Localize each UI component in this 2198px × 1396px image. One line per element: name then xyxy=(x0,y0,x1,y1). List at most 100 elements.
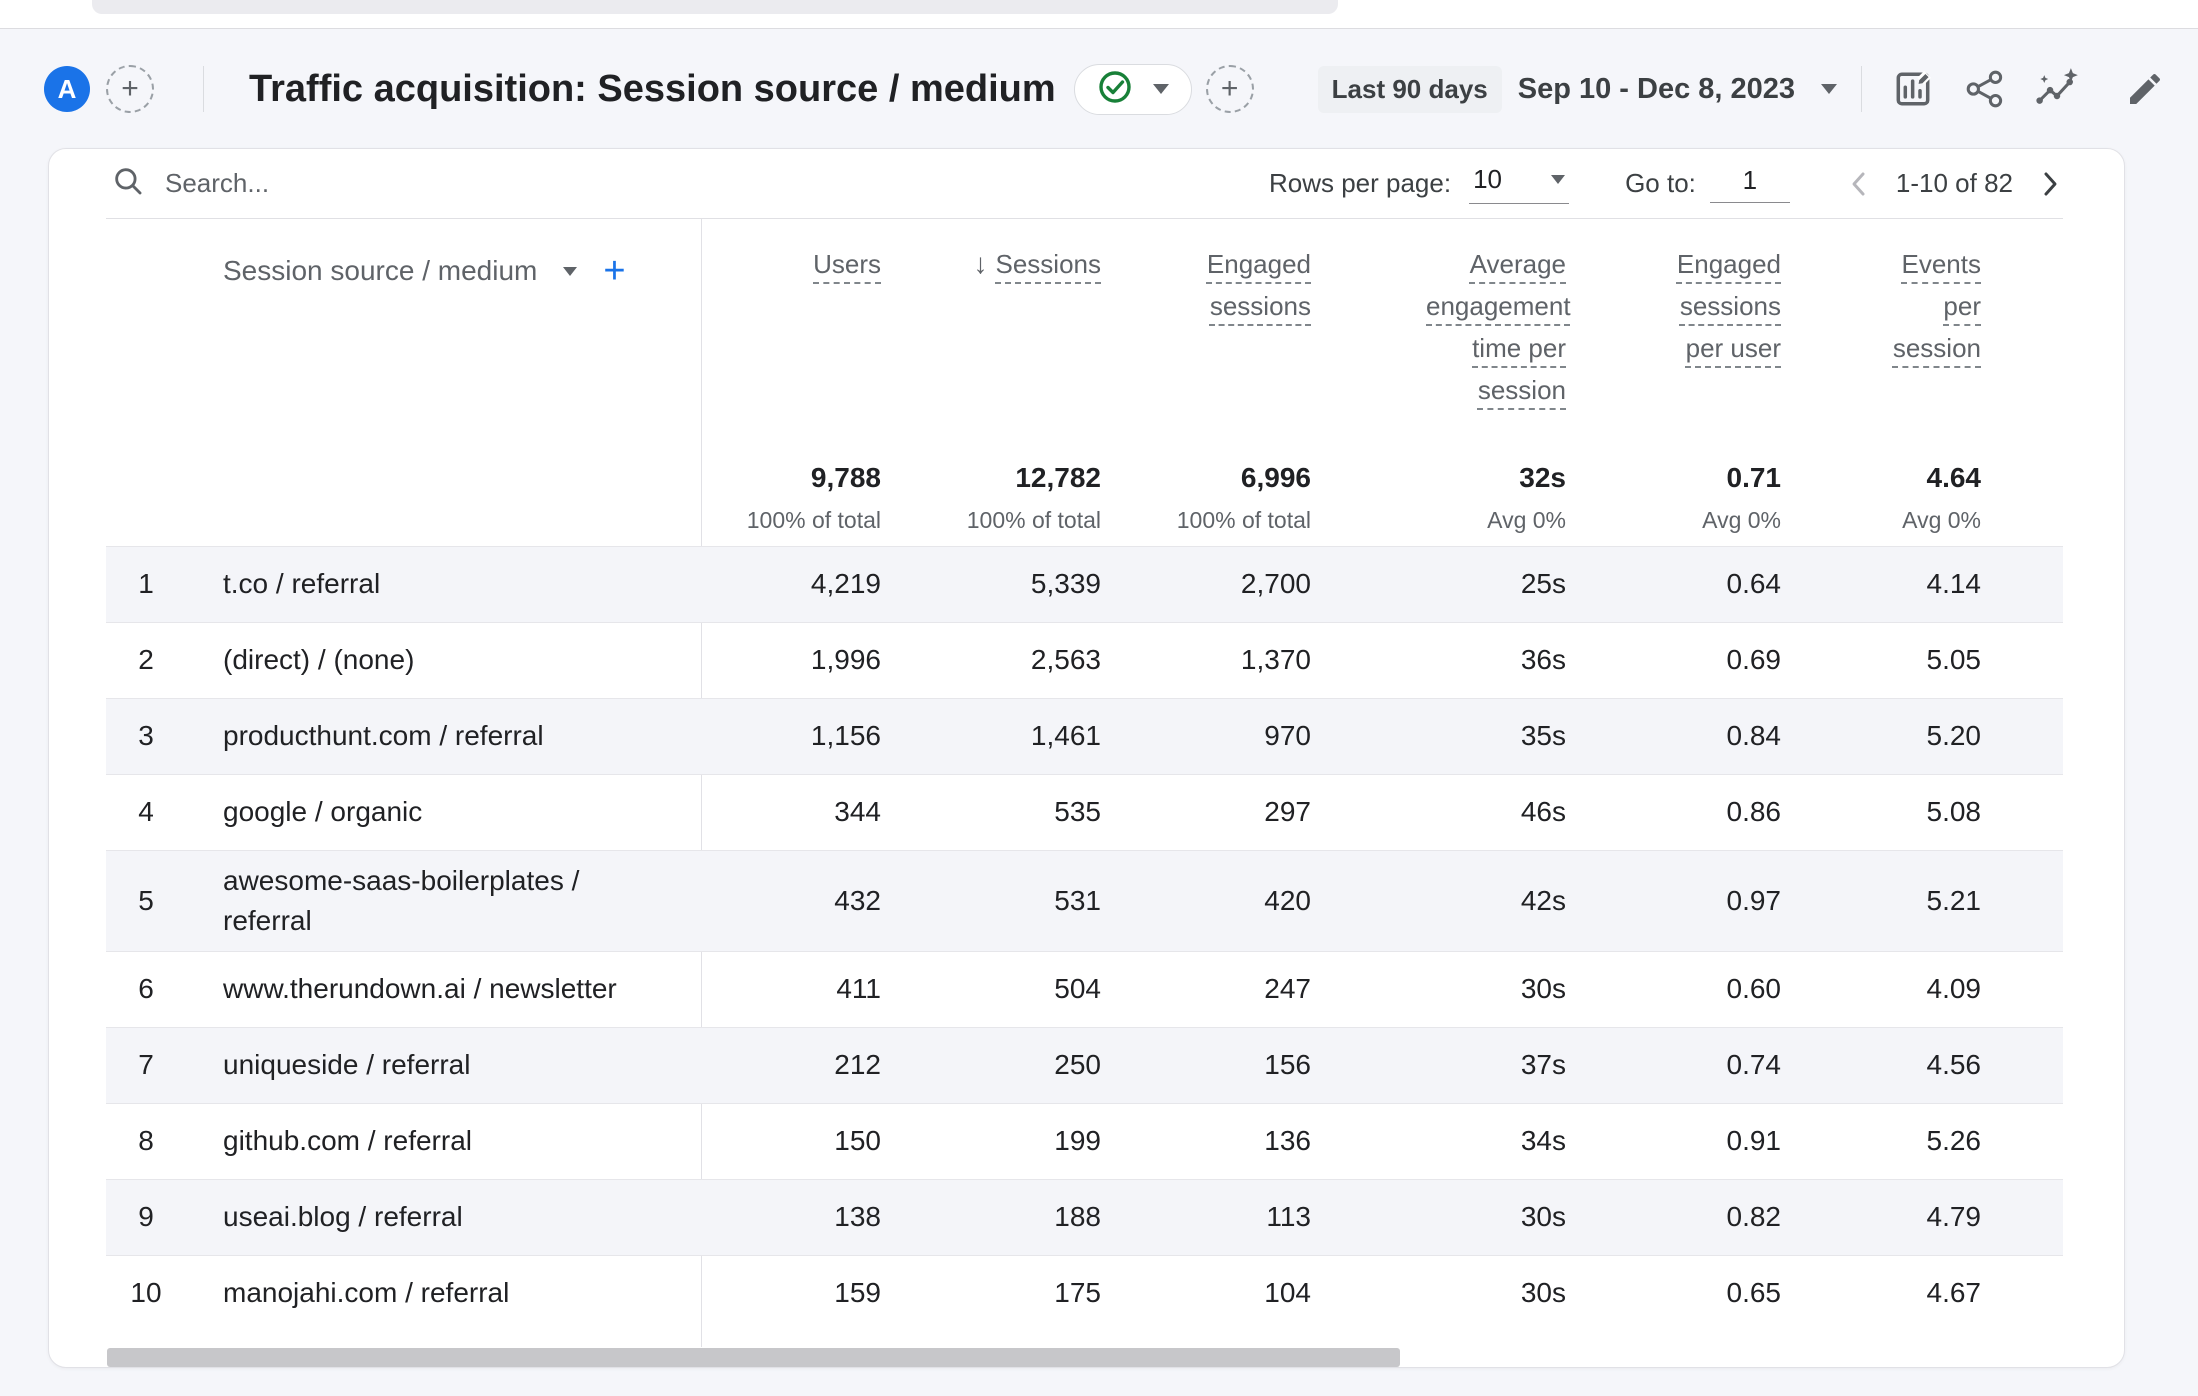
edit-button[interactable] xyxy=(2124,68,2166,110)
cell-users: 432 xyxy=(834,884,881,916)
column-header-sessions[interactable]: ↓ Sessions xyxy=(901,219,1121,449)
cell-engaged-sessions: 247 xyxy=(1264,973,1311,1004)
customize-report-icon xyxy=(1892,68,1934,110)
go-to-page-input[interactable] xyxy=(1709,164,1790,203)
table-row[interactable]: 9 useai.blog / referral 138 188 113 30s … xyxy=(106,1179,2063,1255)
column-header-users[interactable]: Users xyxy=(701,219,901,449)
table-row[interactable]: 1 t.co / referral 4,219 5,339 2,700 25s … xyxy=(106,546,2063,622)
avatar[interactable]: A xyxy=(44,66,90,112)
column-header-events-per-session[interactable]: Events per session xyxy=(1801,219,2063,449)
row-source-medium: useai.blog / referral xyxy=(223,1201,463,1232)
chevron-down-icon[interactable] xyxy=(563,266,578,276)
row-source-medium: t.co / referral xyxy=(223,568,381,599)
previous-page-button[interactable] xyxy=(1846,167,1872,201)
add-comparison-button[interactable]: + xyxy=(106,65,154,113)
sort-descending-icon: ↓ xyxy=(973,248,988,279)
table-row[interactable]: 7 uniqueside / referral 212 250 156 37s … xyxy=(106,1027,2063,1103)
report-header: A + Traffic acquisition: Session source … xyxy=(0,30,2198,148)
dimension-column-header[interactable]: Session source / medium + xyxy=(106,219,701,449)
search-input[interactable] xyxy=(165,168,585,199)
header-divider xyxy=(203,66,204,112)
column-header-label: Engaged sessions xyxy=(1206,249,1311,321)
dimension-header-label: Session source / medium xyxy=(223,255,538,286)
cell-sessions: 250 xyxy=(1054,1049,1101,1080)
cell-sessions: 188 xyxy=(1054,1201,1101,1232)
table-row[interactable]: 8 github.com / referral 150 199 136 34s … xyxy=(106,1103,2063,1179)
cell-events-per-session: 4.79 xyxy=(1926,1201,1982,1232)
table-row[interactable]: 2 (direct) / (none) 1,996 2,563 1,370 36… xyxy=(106,622,2063,698)
column-header-engaged-sessions[interactable]: Engaged sessions xyxy=(1121,219,1331,449)
row-rank: 10 xyxy=(130,1277,162,1309)
cell-users: 4,219 xyxy=(810,568,881,599)
cell-avg-engagement-time: 46s xyxy=(1520,796,1566,827)
cell-avg-engagement-time: 37s xyxy=(1520,1049,1566,1080)
report-status-dropdown[interactable] xyxy=(1073,63,1192,115)
pagination-range: 1-10 of 82 xyxy=(1895,168,2013,198)
insights-button[interactable] xyxy=(2036,68,2078,110)
plus-icon: + xyxy=(121,72,139,105)
share-icon xyxy=(1964,68,2006,110)
rows-per-page-select[interactable]: 10 xyxy=(1469,163,1570,204)
rows-per-page-value: 10 xyxy=(1473,163,1502,194)
cell-avg-engagement-time: 42s xyxy=(1520,884,1566,916)
column-header-avg-engagement-time[interactable]: Average engagement time per session xyxy=(1331,219,1586,449)
table-row[interactable]: 3 producthunt.com / referral 1,156 1,461… xyxy=(106,698,2063,774)
cell-users: 159 xyxy=(834,1277,881,1309)
browser-chrome-strip xyxy=(0,0,2198,29)
table-row[interactable]: 6 www.therundown.ai / newsletter 411 504… xyxy=(106,951,2063,1027)
add-dimension-icon[interactable]: + xyxy=(603,250,626,292)
cell-sessions: 531 xyxy=(1054,884,1101,916)
customize-report-button[interactable] xyxy=(1892,68,1934,110)
date-range-value[interactable]: Sep 10 - Dec 8, 2023 xyxy=(1517,72,1796,105)
cell-users: 1,156 xyxy=(810,720,881,751)
share-button[interactable] xyxy=(1964,68,2006,110)
table-row[interactable]: 5 awesome-saas-boilerplates / referral 4… xyxy=(106,850,2063,951)
date-range-chip[interactable]: Last 90 days xyxy=(1317,65,1502,113)
cell-avg-engagement-time: 34s xyxy=(1520,1125,1566,1156)
column-header-engaged-sessions-per-user[interactable]: Engaged sessions per user xyxy=(1586,219,1801,449)
pagination-controls: Rows per page: 10 Go to: 1-10 of 82 xyxy=(1269,164,2063,204)
traffic-acquisition-table: Session source / medium + Users ↓ Session… xyxy=(106,219,2063,1331)
search-box[interactable] xyxy=(106,164,585,203)
row-rank: 9 xyxy=(138,1201,154,1232)
table-toolbar: Rows per page: 10 Go to: 1-10 of 82 xyxy=(106,149,2063,219)
column-header-label: Sessions xyxy=(995,249,1102,279)
go-to-label: Go to: xyxy=(1625,168,1696,198)
cell-events-per-session: 5.21 xyxy=(1926,884,1982,916)
cell-users: 411 xyxy=(836,973,881,1004)
cell-engaged-sessions: 113 xyxy=(1266,1201,1311,1232)
cell-avg-engagement-time: 35s xyxy=(1520,720,1566,751)
cell-events-per-session: 4.14 xyxy=(1926,568,1982,599)
edit-pencil-icon xyxy=(2125,69,2165,109)
cell-engaged-sessions-per-user: 0.65 xyxy=(1726,1277,1782,1309)
chevron-down-icon[interactable] xyxy=(1821,84,1838,94)
table-row[interactable]: 10 manojahi.com / referral 159 175 104 3… xyxy=(106,1255,2063,1331)
column-header-label: Average engagement time per session xyxy=(1426,249,1571,405)
cell-engaged-sessions: 136 xyxy=(1264,1125,1311,1156)
totals-engaged-sessions-per-user: 0.71 Avg 0% xyxy=(1702,462,1781,533)
table-row[interactable]: 4 google / organic 344 535 297 46s 0.86 … xyxy=(106,774,2063,850)
cell-engaged-sessions-per-user: 0.84 xyxy=(1726,720,1782,751)
row-rank: 5 xyxy=(138,884,154,916)
cell-users: 150 xyxy=(834,1125,881,1156)
cell-users: 138 xyxy=(834,1201,881,1232)
add-segment-button[interactable]: + xyxy=(1205,65,1254,113)
plus-icon: + xyxy=(1220,72,1239,105)
cell-engaged-sessions-per-user: 0.86 xyxy=(1726,796,1782,827)
search-icon xyxy=(106,164,145,203)
cell-sessions: 175 xyxy=(1054,1277,1101,1309)
cell-sessions: 199 xyxy=(1054,1125,1101,1156)
horizontal-scrollbar-thumb[interactable] xyxy=(107,1348,1400,1367)
totals-sessions: 12,782 100% of total xyxy=(966,462,1101,533)
cell-engaged-sessions: 970 xyxy=(1264,720,1311,751)
cell-avg-engagement-time: 25s xyxy=(1520,568,1566,599)
next-page-button[interactable] xyxy=(2037,167,2063,201)
cell-sessions: 5,339 xyxy=(1030,568,1101,599)
cell-events-per-session: 4.67 xyxy=(1926,1277,1982,1309)
cell-events-per-session: 5.26 xyxy=(1926,1125,1982,1156)
cell-engaged-sessions-per-user: 0.74 xyxy=(1726,1049,1782,1080)
row-rank: 3 xyxy=(138,720,154,751)
cell-events-per-session: 4.09 xyxy=(1926,973,1982,1004)
cell-sessions: 2,563 xyxy=(1030,644,1101,675)
